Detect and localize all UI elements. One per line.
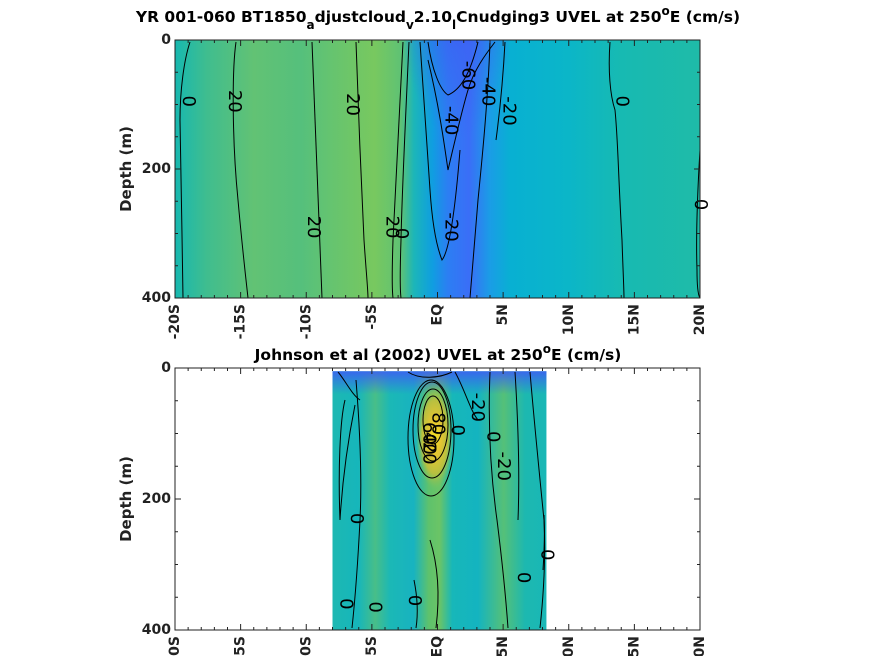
contour-label: 0 bbox=[178, 96, 199, 107]
x-tick-label: 10N bbox=[561, 636, 577, 656]
y-tick-label: 200 bbox=[142, 491, 171, 507]
observation-x-axis: -20S -15S -10S -5S EQ 5N 10N 15N 20N bbox=[167, 368, 708, 656]
contour-label: 0 bbox=[447, 424, 468, 435]
x-tick-label: 20N bbox=[692, 636, 708, 656]
x-tick-label: 15N bbox=[626, 304, 642, 335]
contour-label: -20 bbox=[498, 96, 519, 125]
contour-label: 0 bbox=[513, 572, 534, 583]
contour-label: -20 bbox=[441, 212, 462, 241]
title-segment: a bbox=[306, 18, 314, 32]
x-tick-label: 15N bbox=[626, 636, 642, 656]
contour-label: 20 bbox=[224, 90, 245, 113]
x-tick-label: 5N bbox=[495, 636, 511, 656]
equatorial-undercurrent-core bbox=[416, 384, 454, 490]
contour-label: 0 bbox=[391, 228, 412, 239]
title-segment: E (cm/s) bbox=[551, 346, 621, 364]
contour-label: 0 bbox=[483, 431, 504, 442]
observation-y-axis-label: Depth (m) bbox=[117, 456, 135, 542]
contour-label: 0 bbox=[346, 513, 367, 524]
contour-label: 0 bbox=[365, 601, 386, 612]
contour-label: -20 bbox=[467, 393, 488, 422]
title-segment: djustcloud bbox=[315, 8, 406, 26]
y-tick-label: 0 bbox=[161, 360, 171, 376]
title-segment: Johnson et al (2002) UVEL at 250 bbox=[254, 346, 543, 364]
model-contour-lines bbox=[179, 41, 700, 298]
contour-label: 0 bbox=[611, 96, 632, 107]
observation-panel-title: Johnson et al (2002) UVEL at 250oE (cm/s… bbox=[254, 342, 622, 364]
x-tick-label: EQ bbox=[430, 304, 446, 326]
contour-label: 0 bbox=[336, 598, 357, 609]
x-tick-label: 10N bbox=[561, 304, 577, 335]
contour-label: 0 bbox=[404, 595, 425, 606]
x-tick-label: -20S bbox=[167, 304, 183, 339]
contour-label: 40 bbox=[418, 432, 439, 455]
contour-label: 60 bbox=[418, 422, 439, 445]
y-tick-label: 0 bbox=[161, 32, 171, 48]
x-tick-label: -20S bbox=[167, 636, 183, 656]
contour-label: -60 bbox=[458, 61, 479, 90]
contour-label: 20 bbox=[303, 216, 324, 239]
title-segment: YR 001-060 BT1850 bbox=[135, 8, 307, 26]
model-y-axis-label: Depth (m) bbox=[117, 126, 135, 212]
x-tick-label: 5N bbox=[495, 304, 511, 325]
westward-surface-band bbox=[332, 371, 547, 395]
y-tick-label: 200 bbox=[142, 161, 171, 177]
x-tick-label: -10S bbox=[298, 304, 314, 339]
title-segment: o bbox=[661, 4, 669, 18]
title-segment: l bbox=[452, 18, 456, 32]
contour-label: -40 bbox=[441, 106, 462, 135]
contour-label: -20 bbox=[493, 452, 514, 481]
title-segment: 2.10 bbox=[414, 8, 452, 26]
x-tick-label: -15S bbox=[233, 636, 249, 656]
x-tick-label: -5S bbox=[364, 636, 380, 656]
westward-current-core bbox=[404, 40, 510, 215]
x-tick-label: 20N bbox=[692, 304, 708, 335]
title-segment: E (cm/s) bbox=[670, 8, 740, 26]
observation-panel: Johnson et al (2002) UVEL at 250oE (cm/s… bbox=[117, 342, 708, 656]
contour-label: 80 bbox=[428, 412, 449, 435]
x-tick-label: -15S bbox=[233, 304, 249, 339]
x-tick-label: EQ bbox=[430, 636, 446, 656]
x-tick-label: -10S bbox=[298, 636, 314, 656]
contour-label: 20 bbox=[382, 216, 403, 239]
title-segment: Cnudging3 UVEL at 250 bbox=[456, 8, 662, 26]
x-tick-label: -5S bbox=[364, 304, 380, 330]
title-segment: o bbox=[543, 342, 551, 356]
observation-contour-lines bbox=[337, 371, 546, 629]
model-panel: YR 001-060 BT1850adjustcloudv2.10lCnudgi… bbox=[117, 4, 740, 339]
contour-label: 0 bbox=[536, 549, 557, 560]
contour-label: 20 bbox=[418, 442, 439, 465]
y-tick-label: 400 bbox=[142, 622, 171, 638]
contour-label: -40 bbox=[477, 77, 498, 106]
contour-label: 20 bbox=[342, 93, 363, 116]
y-tick-label: 400 bbox=[142, 290, 171, 306]
title-segment: v bbox=[406, 18, 414, 32]
model-panel-title: YR 001-060 BT1850adjustcloudv2.10lCnudgi… bbox=[135, 4, 740, 32]
model-x-axis: -20S -15S -10S -5S EQ 5N 10N 15N 20N bbox=[167, 40, 708, 339]
